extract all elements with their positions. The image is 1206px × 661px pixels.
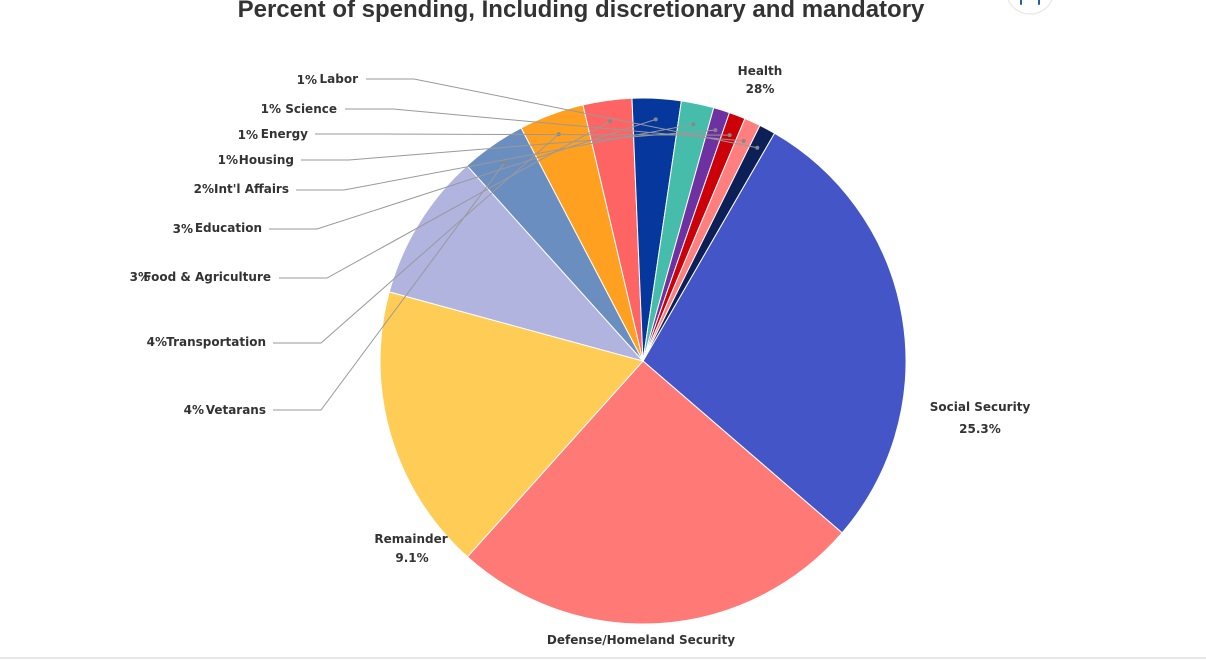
leader-dot-food-agriculture <box>608 119 613 124</box>
label-value-energy: 1% <box>238 128 258 142</box>
label-value-labor: 1% <box>297 73 317 87</box>
leader-line-energy <box>315 133 730 136</box>
label-name-defense: Defense/Homeland Security <box>547 633 735 647</box>
label-name-social-security: Social Security <box>930 400 1031 414</box>
leader-dot-energy <box>727 133 732 138</box>
pie-slice-health[interactable] <box>642 132 907 534</box>
label-name-health: Health <box>738 64 783 78</box>
leader-dot-housing <box>713 128 718 133</box>
pie-slices <box>379 97 907 625</box>
leader-line-science <box>345 108 744 142</box>
label-name-food-agriculture: Food & Agriculture <box>143 270 271 284</box>
leader-line-transportation <box>273 133 560 344</box>
pie-slice-defense-homeland-security[interactable] <box>379 291 644 558</box>
label-value-housing: 1% <box>218 153 238 167</box>
leader-lines <box>269 78 760 411</box>
label-name-vetarans: Vetarans <box>206 403 266 417</box>
label-name-science: Science <box>285 102 337 116</box>
chart-title: Percent of spending, Including discretio… <box>238 0 925 23</box>
label-name-remainder: Remainder <box>374 532 447 546</box>
label-value-food-agriculture: 3% <box>130 270 150 284</box>
chart-menu-button[interactable] <box>1006 0 1054 15</box>
bottom-divider <box>0 657 1206 659</box>
pie-slice-labor[interactable] <box>642 124 776 362</box>
menu-icon <box>1020 0 1040 5</box>
leader-dot-science <box>741 139 746 143</box>
leader-line-labor <box>366 78 758 149</box>
leader-line-vetarans <box>273 162 506 411</box>
leader-line-food-agriculture <box>279 120 611 279</box>
label-name-education: Education <box>195 221 262 235</box>
label-name-labor: Labor <box>320 72 359 86</box>
leader-dot-education <box>653 117 658 122</box>
leader-line-education <box>269 118 656 230</box>
label-value-social-security: 25.3% <box>959 422 1001 436</box>
label-value-education: 3% <box>173 222 193 236</box>
leader-line-housing <box>301 129 716 161</box>
leader-dot-labor <box>755 145 760 150</box>
label-value-vetarans: 4% <box>184 403 204 417</box>
label-name-housing: Housing <box>239 153 294 167</box>
label-value-science: 1% <box>261 102 281 116</box>
leader-dot-vetarans <box>502 160 507 165</box>
label-value-health: 28% <box>746 82 775 96</box>
pie-slice-remainder[interactable] <box>388 164 645 362</box>
label-value-intl-affairs: 2% <box>194 182 214 196</box>
label-name-transportation: Transportation <box>166 335 266 349</box>
label-name-intl-affairs: Int'l Affairs <box>214 182 289 196</box>
label-value-transportation: 4% <box>147 335 167 349</box>
label-value-remainder: 9.1% <box>395 551 428 565</box>
label-name-energy: Energy <box>261 127 308 141</box>
leader-dot-int-l-affairs <box>691 122 696 127</box>
leader-line-int-l-affairs <box>296 123 694 191</box>
pie-slice-social-security[interactable] <box>466 360 843 625</box>
